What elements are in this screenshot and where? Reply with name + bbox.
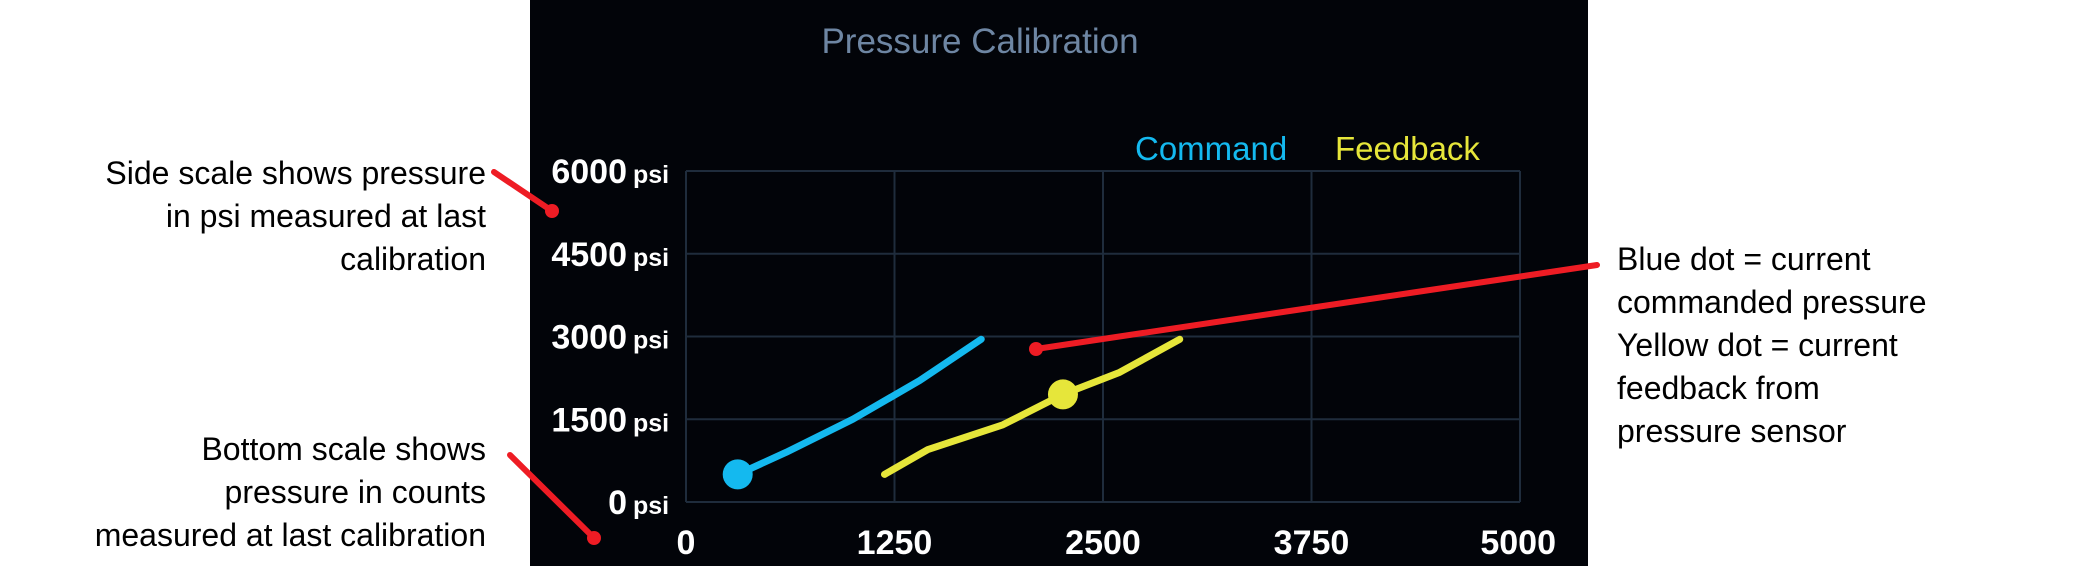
x-axis-tick-labels: 0 1250 2500 3750 5000	[677, 524, 1556, 562]
side-scale-line-1: Side scale shows pressure	[105, 155, 486, 191]
chart-title: Pressure Calibration	[821, 22, 1138, 61]
x-tick-label: 5000	[1480, 524, 1556, 562]
chart-legend: Command Feedback	[1135, 130, 1480, 167]
side-scale-line-2: in psi measured at last	[165, 198, 486, 234]
legend-entry-feedback: Feedback	[1335, 130, 1480, 167]
x-tick-label: 3750	[1274, 524, 1350, 562]
dots-line-4: feedback from	[1617, 370, 1820, 406]
y-tick-label: 0	[608, 484, 627, 522]
bottom-scale-annotation: Bottom scale shows pressure in counts me…	[95, 428, 486, 557]
y-tick-label: 6000	[551, 153, 627, 191]
x-tick-label: 0	[677, 524, 696, 562]
side-scale-pointer-tip	[545, 204, 559, 218]
series-line-command	[734, 335, 985, 478]
dots-line-2: commanded pressure	[1617, 284, 1927, 320]
side-scale-pointer-line	[491, 169, 555, 214]
legend-entry-command: Command	[1135, 130, 1287, 167]
y-tick-unit: psi	[633, 161, 669, 189]
bottom-scale-pointer-tip	[587, 531, 601, 545]
current-point-feedback	[1047, 379, 1078, 410]
y-tick-label: 3000	[551, 319, 627, 357]
chart-series	[722, 335, 1184, 490]
bottom-scale-line-3: measured at last calibration	[94, 517, 486, 553]
dots-line-3: Yellow dot = current	[1617, 327, 1898, 363]
annotation-pointers	[491, 169, 1600, 545]
dots-pointer-tip	[1029, 342, 1043, 356]
x-tick-label: 1250	[857, 524, 933, 562]
dots-line-5: pressure sensor	[1617, 413, 1847, 449]
y-tick-unit: psi	[633, 244, 669, 272]
dots-pointer-line	[1033, 262, 1600, 352]
bottom-scale-line-1: Bottom scale shows	[201, 431, 486, 467]
current-point-command	[722, 459, 753, 490]
dots-annotation: Blue dot = current commanded pressure Ye…	[1617, 238, 1926, 453]
side-scale-annotation: Side scale shows pressure in psi measure…	[105, 152, 486, 281]
y-tick-label: 1500	[551, 401, 627, 439]
y-tick-unit: psi	[633, 409, 669, 437]
bottom-scale-line-2: pressure in counts	[224, 474, 486, 510]
y-tick-unit: psi	[633, 492, 669, 520]
side-scale-line-3: calibration	[340, 241, 486, 277]
x-tick-label: 2500	[1065, 524, 1141, 562]
series-line-feedback	[880, 335, 1184, 478]
dots-line-1: Blue dot = current	[1617, 241, 1871, 277]
y-tick-unit: psi	[633, 327, 669, 355]
chart-panel-background	[530, 0, 1588, 566]
y-tick-label: 4500	[551, 236, 627, 274]
bottom-scale-pointer-line	[507, 452, 597, 541]
